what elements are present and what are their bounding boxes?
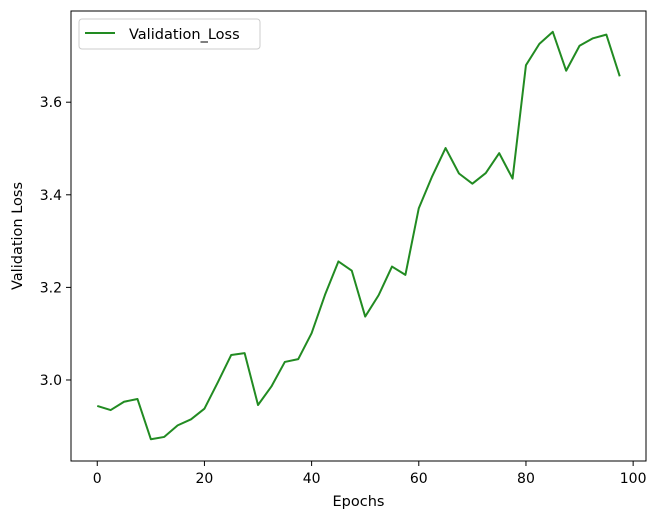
y-tick-label: 3.6 xyxy=(40,95,62,111)
y-axis-label: Validation Loss xyxy=(10,182,26,290)
x-axis-label: Epochs xyxy=(333,494,385,510)
y-tick-label: 3.0 xyxy=(40,373,62,389)
x-tick-label: 40 xyxy=(303,471,321,487)
y-tick-label: 3.4 xyxy=(40,188,62,204)
x-tick-label: 80 xyxy=(517,471,535,487)
x-tick-label: 60 xyxy=(410,471,428,487)
x-tick-label: 100 xyxy=(620,471,647,487)
series-line-validation-loss xyxy=(96,30,621,441)
legend-label: Validation_Loss xyxy=(129,27,240,43)
legend-box xyxy=(78,18,261,50)
x-tick-label: 20 xyxy=(196,471,214,487)
axis-ticks: 0 20 40 60 80 100 3.0 3.2 3.4 3.6 xyxy=(40,95,647,487)
plot-frame xyxy=(70,10,647,462)
legend: Validation_Loss xyxy=(78,18,261,50)
series-layer xyxy=(96,30,621,441)
x-tick-label: 0 xyxy=(93,471,102,487)
y-tick-label: 3.2 xyxy=(40,280,62,296)
